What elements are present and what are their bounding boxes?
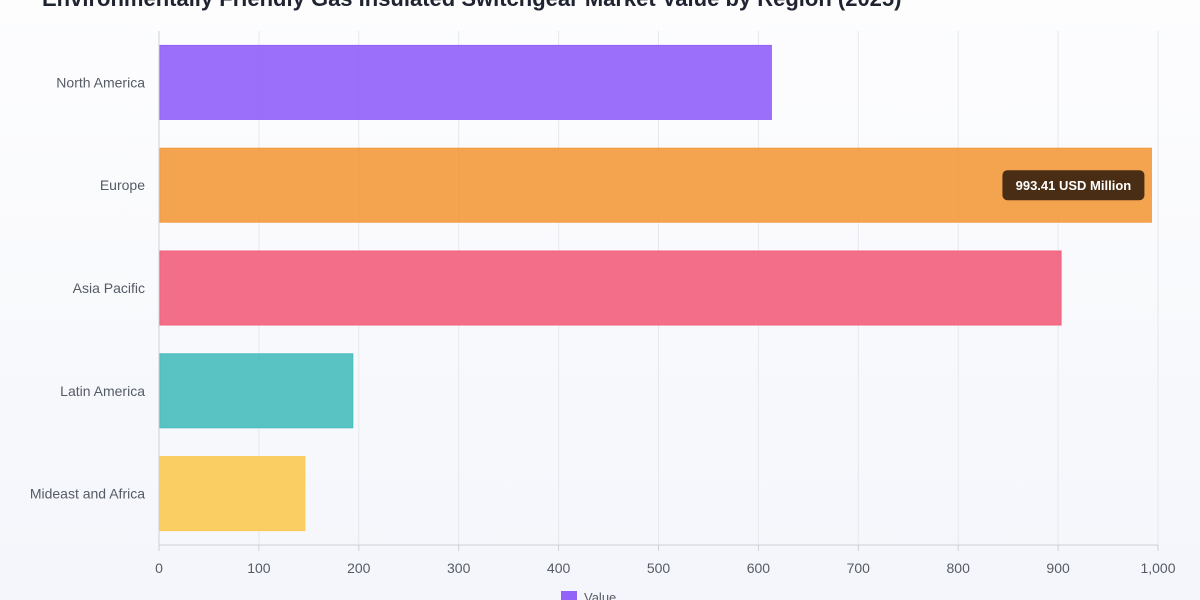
- bar[interactable]: [159, 147, 1152, 223]
- x-tick-label: 0: [155, 560, 163, 576]
- category-label: Mideast and Africa: [30, 486, 145, 502]
- bars-group: [159, 44, 1152, 532]
- legend-swatch: [561, 591, 577, 600]
- bar[interactable]: [159, 250, 1062, 326]
- chart-title: Environmentally Friendly Gas Insulated S…: [42, 0, 901, 12]
- bar[interactable]: [159, 44, 772, 120]
- legend-label: Value: [584, 590, 616, 600]
- category-label: Asia Pacific: [73, 280, 145, 296]
- category-label: Europe: [100, 177, 145, 193]
- x-tick-label: 800: [947, 560, 971, 576]
- tooltip: 993.41 USD Million: [1002, 170, 1145, 201]
- bar[interactable]: [159, 353, 354, 429]
- tooltip-text: 993.41 USD Million: [1016, 178, 1132, 193]
- x-tick-label: 900: [1046, 560, 1070, 576]
- x-tick-label: 100: [247, 560, 271, 576]
- x-tick-label: 200: [347, 560, 371, 576]
- category-labels: North America Europe Asia Pacific Latin Ame…: [30, 74, 145, 501]
- x-tick-label: 300: [447, 560, 471, 576]
- x-tick-label: 700: [847, 560, 871, 576]
- bar[interactable]: [159, 456, 306, 532]
- x-tick-label: 1,000: [1140, 560, 1175, 576]
- x-tick-label: 400: [547, 560, 571, 576]
- category-label: Latin America: [60, 383, 145, 399]
- x-tick-label: 500: [647, 560, 671, 576]
- legend[interactable]: Value: [561, 590, 616, 600]
- x-tick-label: 600: [747, 560, 771, 576]
- tooltip-box: [1002, 170, 1145, 201]
- x-axis-ticks: 0 100 200 300 400 500 600 700 800 900 1,000: [155, 545, 1176, 576]
- category-label: North America: [56, 74, 145, 90]
